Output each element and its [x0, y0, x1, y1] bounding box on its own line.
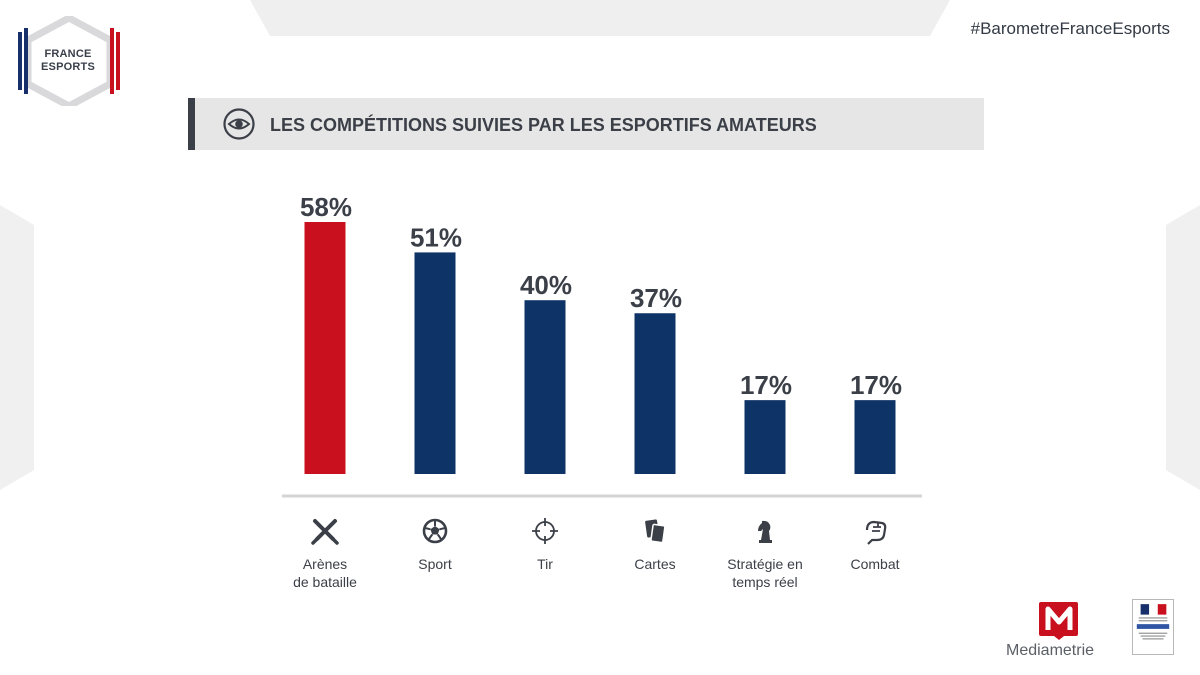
value-label-3: 40% — [520, 270, 572, 300]
value-label-6: 17% — [850, 370, 902, 400]
category-label-5: Stratégie en temps réel — [700, 555, 830, 591]
bar-4 — [634, 313, 676, 474]
value-label-5: 17% — [740, 370, 792, 400]
chart-title: LES COMPÉTITIONS SUIVIES PAR LES ESPORTI… — [270, 115, 817, 135]
category-label-line: Sport — [418, 556, 452, 572]
logo-text: FRANCE ESPORTS — [36, 48, 100, 74]
category-label-line: Arènes — [302, 556, 348, 572]
category-label-4: Cartes — [590, 555, 720, 573]
mediametrie-logo — [1039, 602, 1078, 640]
bar-3 — [524, 300, 566, 474]
category-label-2: Sport — [370, 555, 500, 573]
bar-6 — [854, 400, 896, 474]
fist-icon — [865, 520, 887, 545]
top-decor-band — [250, 0, 950, 36]
left-decor-shape — [0, 205, 34, 490]
right-decor-shape — [1166, 205, 1200, 490]
value-label-1: 58% — [300, 192, 352, 222]
logo-line-1: FRANCE — [44, 48, 92, 60]
category-label-6: Combat — [810, 555, 940, 573]
category-label-line: temps réel — [732, 574, 798, 590]
eye-icon — [223, 108, 255, 140]
bar-1 — [304, 222, 346, 474]
value-label-2: 51% — [410, 222, 462, 252]
category-label-line: de bataille — [293, 574, 357, 590]
france-esports-logo — [18, 16, 120, 106]
value-label-4: 37% — [630, 283, 682, 313]
category-label-line: Stratégie en — [727, 556, 803, 572]
category-label-line: Cartes — [634, 556, 676, 572]
bar-5 — [744, 400, 786, 474]
category-label-line: Combat — [850, 556, 900, 572]
category-label-line: Tir — [537, 556, 553, 572]
hashtag: #BarometreFranceEsports — [970, 19, 1170, 38]
logo-line-2: ESPORTS — [41, 61, 95, 73]
soccer-ball-icon — [422, 518, 448, 544]
crossed-swords-icon — [311, 519, 339, 545]
category-label-3: Tir — [480, 555, 610, 573]
crosshair-icon — [532, 518, 558, 544]
chess-knight-icon — [758, 520, 772, 543]
mediametrie-wordmark: Mediametrie — [1006, 642, 1095, 659]
republique-francaise-logo — [1132, 599, 1174, 655]
title-bar: LES COMPÉTITIONS SUIVIES PAR LES ESPORTI… — [188, 98, 984, 150]
bar-2 — [414, 252, 456, 474]
cards-icon — [645, 519, 666, 544]
category-label-1: Arènes de bataille — [260, 555, 390, 591]
